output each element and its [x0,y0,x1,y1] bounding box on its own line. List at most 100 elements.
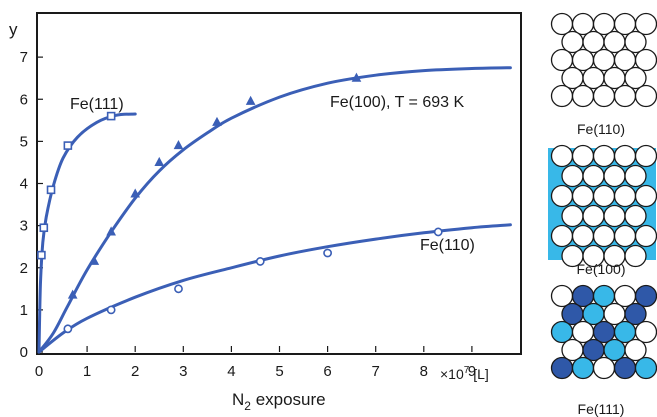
y-axis-label: y [9,20,18,39]
fe100-marker [106,226,116,236]
lattice-atom [624,30,647,54]
lattice-atom [624,244,647,268]
lattice-atom [550,356,574,380]
fe100-marker [89,255,100,265]
fe110-curve [37,223,512,354]
data-curves [37,66,512,354]
lattice-atom [571,184,595,208]
series-label-fe100: Fe(100), T = 693 K [330,94,464,111]
y-tick-label: 3 [20,218,28,235]
lattice-fe100 [548,144,657,268]
x-axis-label: N2 exposure [232,390,326,413]
y-tick-label: 7 [20,49,28,66]
x-tick-label: 8 [420,363,428,380]
x-axis-unit: ×107 [L] [440,365,489,382]
x-axis-unit-exponent: 7 [464,365,470,376]
lattice-atom [592,144,616,168]
data-markers [37,72,443,334]
lattice-insets [548,12,657,380]
lattice-atom [613,144,637,168]
lattice-atom [550,224,574,248]
x-tick-label: 1 [83,363,91,380]
x-axis-label-base: N [232,390,244,409]
fe100-curve [37,66,512,354]
lattice-atom [603,164,626,188]
y-tick-label: 0 [20,344,28,361]
x-axis-label-subscript: 2 [244,399,251,413]
x-tick-label: 9 [468,363,476,380]
x-tick-label: 4 [227,363,235,380]
x-axis-unit-base: ×10 [440,366,464,382]
lattice-atom [624,204,647,228]
fe110-marker [255,257,265,266]
lattice-atom [624,164,647,188]
fe100-marker [245,95,256,105]
lattice-atom [582,164,605,188]
fe110-marker [106,305,116,315]
fe100-marker [173,140,184,150]
lattice-fe110 [550,12,657,108]
lattice-atom [613,184,637,208]
fe100-marker [154,156,165,166]
lattice-atom [634,84,657,108]
lattice-atom [582,204,605,228]
lattice-atom [624,338,647,362]
lattice-atom [550,144,574,168]
lattice-atom [571,356,595,380]
lattice-atom [634,356,657,380]
lattice-atom [592,84,616,108]
lattice-atom [571,144,595,168]
lattice-atom [613,224,637,248]
plot-frame [36,12,522,355]
lattice-fe111 [550,284,657,380]
lattice-atom [613,84,637,108]
lattice-atom [634,184,657,208]
x-tick-label: 2 [131,363,139,380]
lattice-atom [592,184,616,208]
x-tick-label: 6 [323,363,331,380]
fe100-marker [67,289,78,299]
x-tick-label: 5 [275,363,283,380]
lattice-label-fe111: Fe(111) [578,401,625,417]
lattice-atom [561,204,584,228]
y-tick-label: 6 [20,91,28,108]
fe111-marker [39,223,49,233]
fe110-marker [63,324,73,334]
fe110-marker [433,227,443,237]
y-tick-label: 5 [20,133,28,150]
lattice-atom [634,224,657,248]
fe111-marker [37,250,46,260]
x-axis-unit-tail: [L] [469,366,488,382]
lattice-atom [592,224,616,248]
lattice-atom [550,184,574,208]
lattice-atom [550,84,574,108]
x-tick-label: 3 [179,363,187,380]
x-axis-label-rest: exposure [251,390,326,409]
fe111-marker [46,185,56,195]
series-label-fe110: Fe(110) [420,237,475,254]
lattice-atom [634,144,657,168]
fe111-marker [106,111,116,121]
x-tick-label: 7 [372,363,380,380]
fe100-marker [351,72,362,82]
x-tick-label: 0 [35,363,43,380]
lattice-atom [624,302,647,326]
fe110-marker [174,284,183,294]
lattice-label-fe100: Fe(100) [576,261,625,277]
fe110-marker [323,248,332,258]
series-label-fe111: Fe(111) [70,96,124,113]
fe111-marker [63,141,73,150]
lattice-atom [613,356,637,380]
lattice-atom [603,204,626,228]
lattice-atom [571,224,595,248]
fe111-curve [37,112,137,354]
fe100-marker [130,188,141,198]
y-tick-label: 4 [20,176,28,193]
fe100-marker [212,116,222,126]
lattice-atom [592,356,616,380]
y-tick-label: 1 [20,302,28,319]
axis-ticks: 0 1 2 3 4 5 6 7 8 9 0 1 2 3 4 5 6 7 [20,49,476,380]
lattice-label-fe110: Fe(110) [577,121,625,137]
lattice-atom [561,164,584,188]
